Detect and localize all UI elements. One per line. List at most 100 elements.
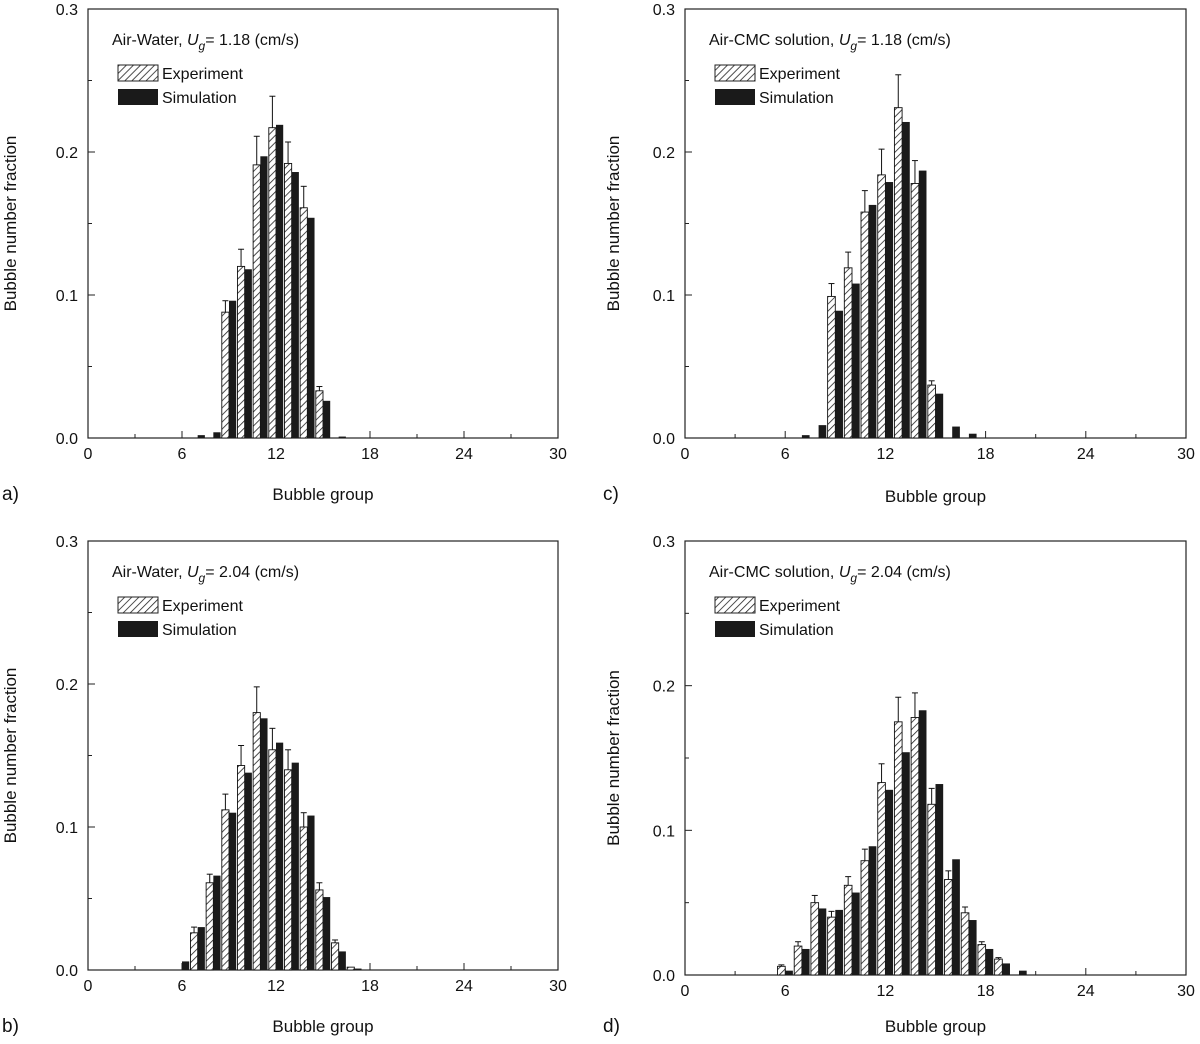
bar-experiment [331,942,340,971]
bar-experiment [960,912,970,976]
bar-experiment [860,211,870,439]
bar-experiment [299,826,308,971]
legend-label-simulation: Simulation [759,90,834,107]
x-axis-label: Bubble group [272,1017,373,1036]
x-tick-label: 0 [84,978,93,995]
bar-simulation [952,859,960,975]
bar-simulation [197,435,205,438]
x-axis-label: Bubble group [885,487,986,506]
bar-simulation [260,156,268,439]
bar-simulation [835,310,843,438]
x-tick-label: 24 [1077,983,1095,1000]
panel-label: a) [2,484,19,505]
legend-swatch-experiment [714,596,756,614]
y-tick-label: 0.1 [56,288,78,305]
x-tick-label: 0 [84,446,93,463]
bar-simulation [229,300,237,438]
y-tick-label: 0.2 [653,145,675,162]
bar-experiment [977,944,987,976]
panel-label: d) [603,1016,620,1037]
bar-experiment [843,884,853,976]
y-axis-label: Bubble number fraction [1,668,20,844]
chart-panel-b: 0 6 12 18 24 30 0.0 0.1 0.2 0.3 Bubble group Bubble… [1,534,567,1037]
bar-simulation [968,433,977,438]
bar-experiment [221,809,230,971]
x-tick-label: 18 [977,983,995,1000]
x-tick-label: 24 [1077,446,1095,463]
x-tick-label: 18 [977,446,995,463]
legend-swatch-experiment [714,64,756,82]
legend-swatch-simulation [118,89,158,105]
bar-experiment [252,164,261,439]
bar-experiment [843,267,853,439]
bar-simulation [307,217,315,438]
bar-simulation [229,812,237,970]
condition-annotation: Air-Water, Ug= 1.18 (cm/s) [112,32,299,53]
bar-simulation [197,927,205,970]
bar-simulation [354,968,362,970]
bar-experiment [793,945,803,976]
legend-label-experiment: Experiment [759,598,840,615]
bar-experiment [268,749,277,971]
legend-label-simulation: Simulation [162,90,237,107]
bar-simulation [902,752,910,975]
bar-experiment [252,712,261,971]
bar-simulation [835,909,843,975]
bar-experiment [927,803,936,976]
bar-simulation [918,710,927,975]
y-tick-label: 0.2 [56,677,78,694]
bar-simulation [918,170,927,438]
bar-simulation [276,124,284,438]
legend-label-experiment: Experiment [759,66,840,83]
bar-simulation [818,908,827,975]
condition-annotation: Air-CMC solution, Ug= 1.18 (cm/s) [709,32,951,53]
x-tick-label: 30 [549,446,567,463]
y-axis-label: Bubble number fraction [604,670,623,846]
chart-panel-a: 0 6 12 18 24 30 0.0 0.1 0.2 0.3 Bubble group Bubble… [1,2,567,505]
y-tick-label: 0.3 [56,2,78,19]
bar-experiment [284,162,293,439]
bar-experiment [346,966,355,971]
bar-experiment [910,717,920,976]
condition-annotation: Air-Water, Ug= 2.04 (cm/s) [112,564,299,585]
y-tick-label: 0.0 [56,963,78,980]
bar-simulation [785,970,793,975]
x-tick-label: 30 [1177,983,1195,1000]
bar-simulation [935,393,944,438]
bar-experiment [299,207,308,439]
bar-simulation [213,432,221,438]
bar-experiment [190,932,199,971]
condition-annotation: Air-CMC solution, Ug= 2.04 (cm/s) [709,564,951,585]
x-tick-label: 0 [681,983,690,1000]
legend-label-simulation: Simulation [162,622,237,639]
x-tick-label: 18 [361,446,379,463]
bar-simulation [868,846,877,975]
bar-simulation [968,920,977,975]
bar-simulation [1019,970,1027,975]
y-axis-label: Bubble number fraction [604,136,623,312]
bar-experiment [877,782,886,976]
x-tick-label: 6 [178,978,187,995]
bar-experiment [284,769,293,971]
bar-experiment [221,311,230,439]
legend-swatch-simulation [715,621,755,637]
bar-simulation [852,283,860,438]
y-tick-label: 0.3 [56,534,78,551]
legend-swatch-experiment [117,596,159,614]
y-tick-label: 0.2 [653,679,675,696]
bar-experiment [877,174,886,439]
y-tick-label: 0.1 [653,823,675,840]
bar-simulation [244,269,252,438]
x-tick-label: 6 [781,446,790,463]
x-tick-label: 24 [455,446,473,463]
y-tick-label: 0.1 [56,820,78,837]
y-axis-label: Bubble number fraction [1,136,20,312]
bar-simulation [291,762,299,970]
bar-simulation [885,182,894,438]
bar-simulation [985,948,994,975]
x-tick-label: 30 [1177,446,1195,463]
x-tick-label: 12 [877,983,895,1000]
bar-simulation [276,742,284,970]
bar-simulation [291,172,299,438]
